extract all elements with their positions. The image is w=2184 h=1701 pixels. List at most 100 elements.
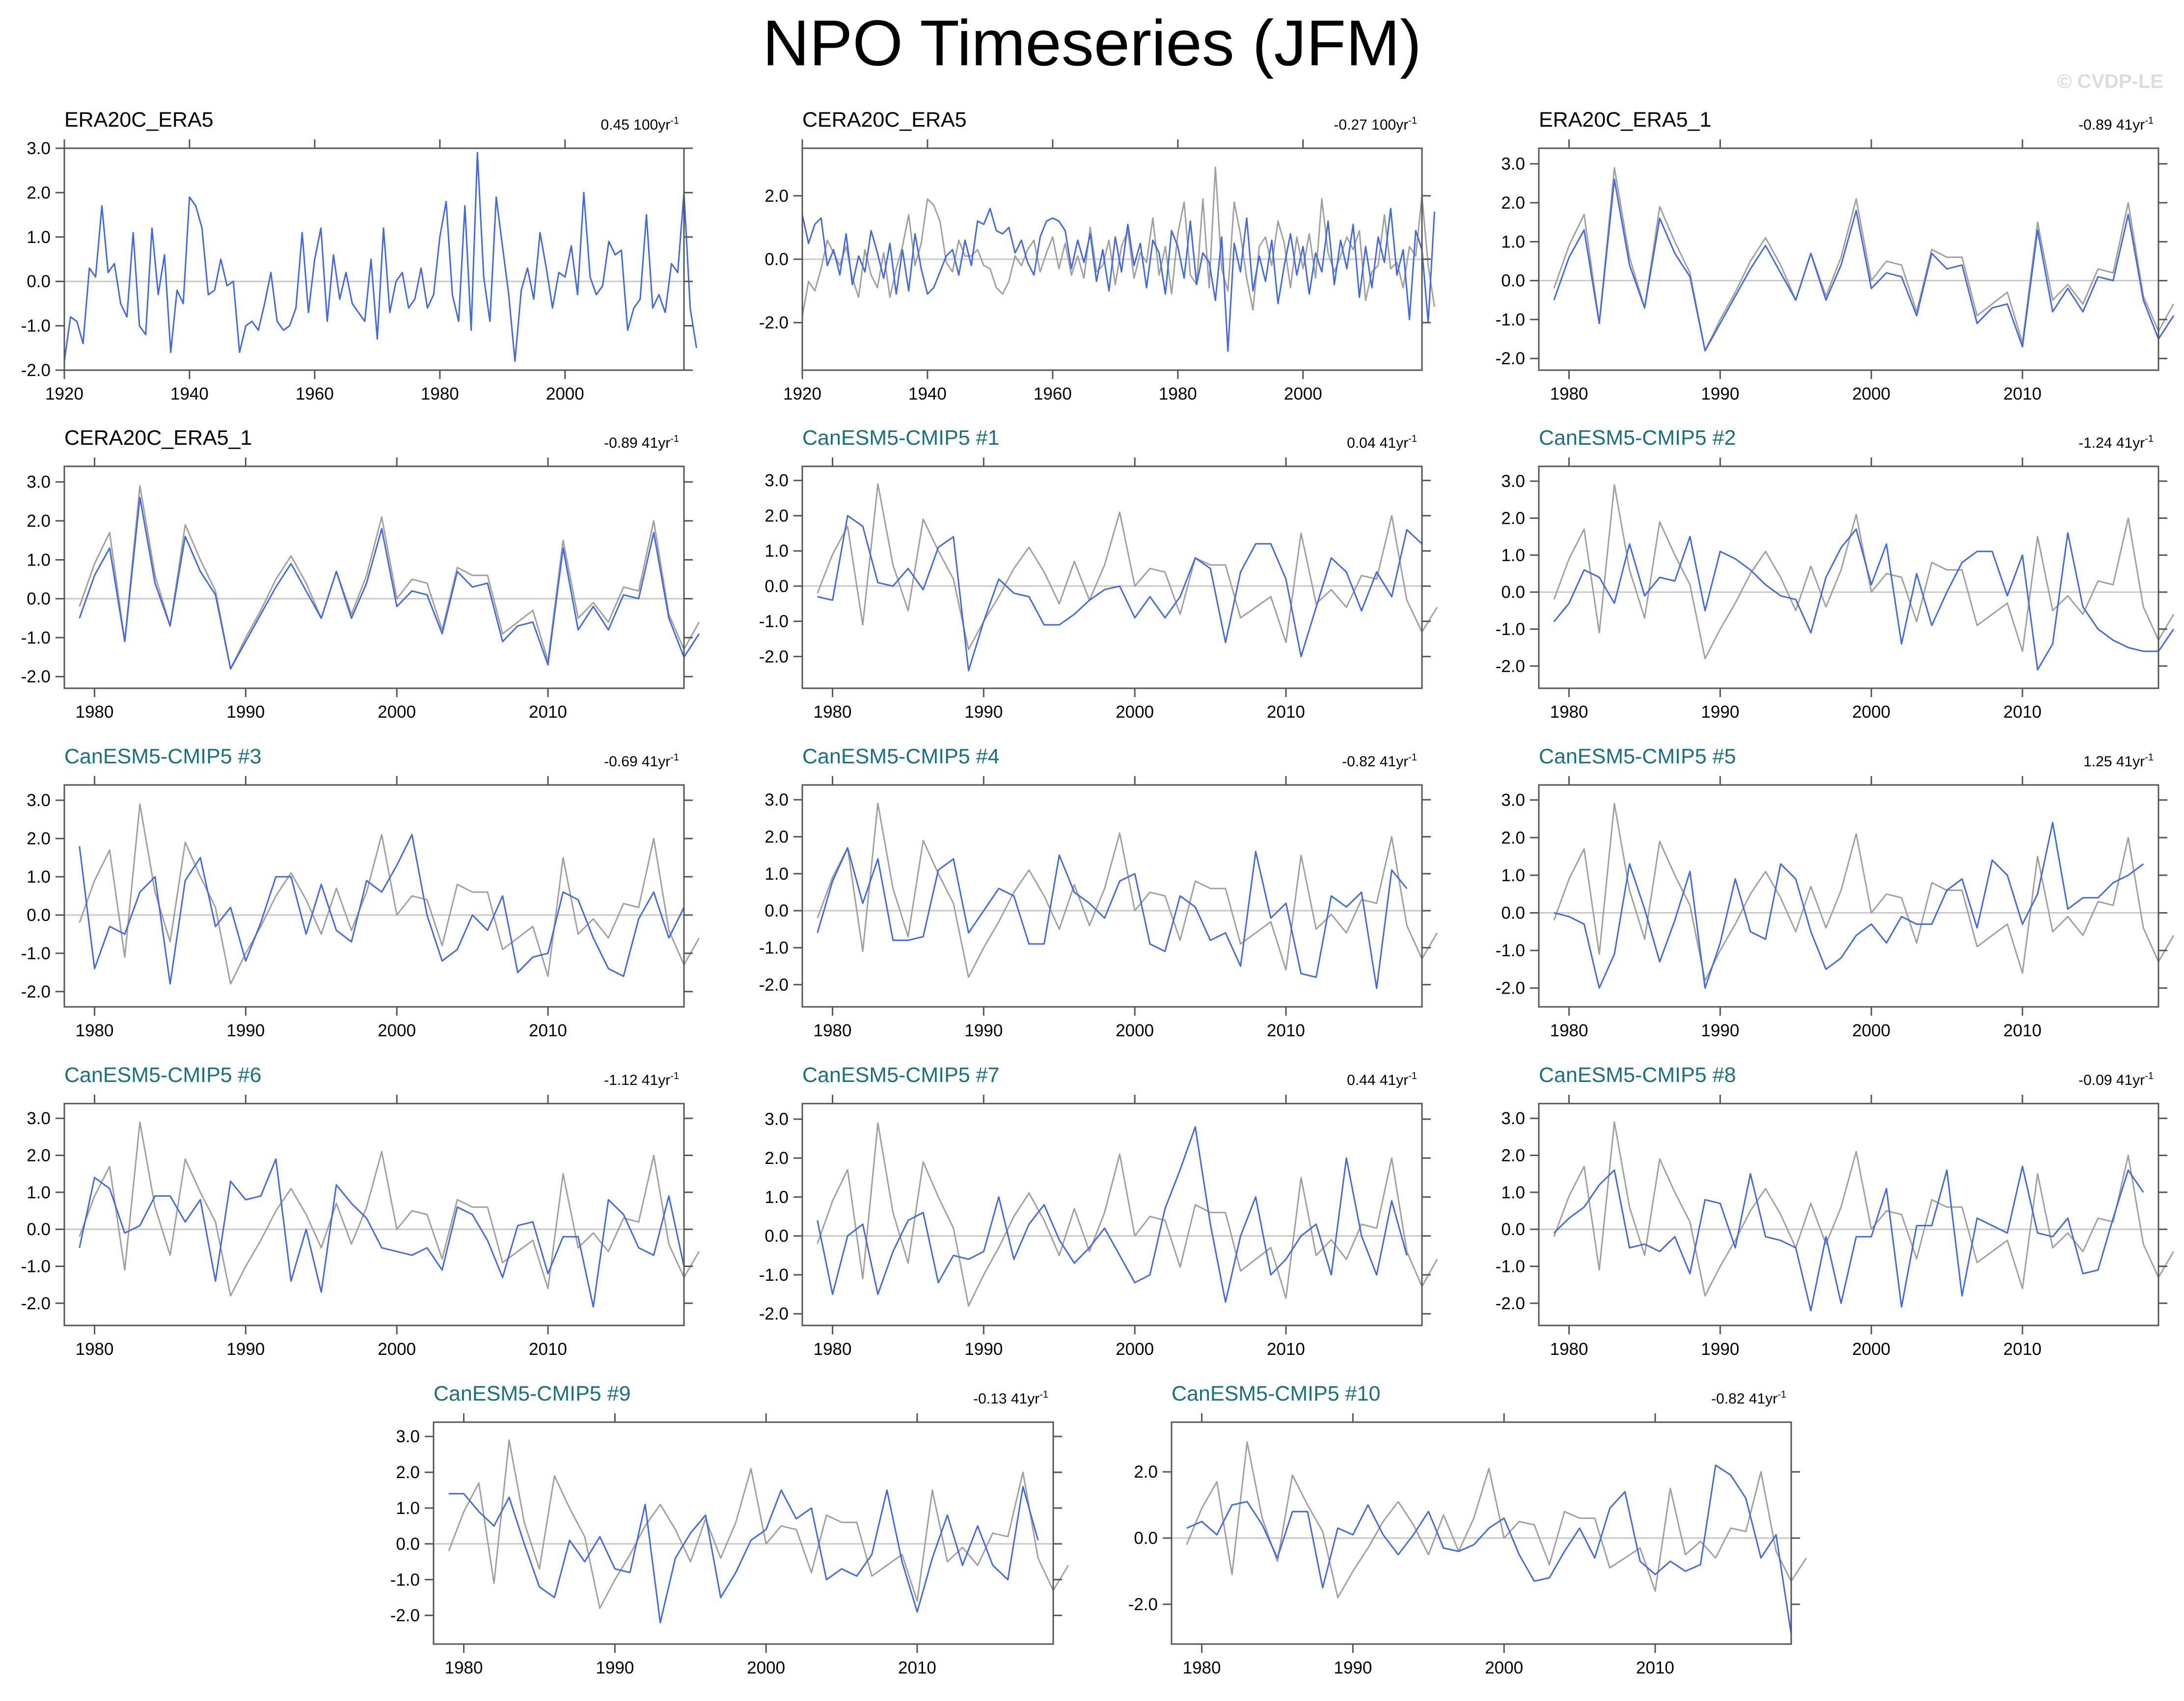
trend-label: 0.45 100yr-1 bbox=[601, 115, 679, 133]
model-series-line bbox=[1554, 822, 2144, 989]
obs-series-line bbox=[79, 803, 700, 985]
y-tick-label: 3.0 bbox=[764, 471, 789, 490]
y-tick-label: 3.0 bbox=[396, 1427, 420, 1446]
y-tick-label: 0.0 bbox=[27, 272, 51, 291]
plot-frame bbox=[63, 147, 685, 371]
figure-title: NPO Timeseries (JFM) bbox=[762, 7, 1422, 79]
y-tick-label: 0.0 bbox=[1501, 583, 1525, 602]
x-tick-label: 1980 bbox=[1550, 1021, 1588, 1040]
obs-series-line bbox=[1553, 167, 2175, 351]
plot-frame bbox=[433, 1421, 1054, 1645]
x-tick-label: 2010 bbox=[2003, 702, 2042, 722]
model-series-line bbox=[1186, 1464, 1792, 1635]
y-tick-label: 2.0 bbox=[1501, 193, 1525, 213]
panel-title: CanESM5-CMIP5 #5 bbox=[1539, 745, 1736, 768]
obs-series-line bbox=[1553, 803, 2175, 981]
trend-label: -0.13 41yr-1 bbox=[973, 1389, 1048, 1407]
plot-frame bbox=[1171, 1421, 1792, 1645]
x-tick-label: 2000 bbox=[1852, 1021, 1890, 1040]
x-tick-label: 1990 bbox=[226, 1340, 265, 1359]
panel-title: CanESM5-CMIP5 #7 bbox=[802, 1063, 1000, 1087]
trend-label: -0.82 41yr-1 bbox=[1711, 1389, 1786, 1407]
y-tick-label: 2.0 bbox=[1134, 1462, 1158, 1482]
x-tick-label: 2010 bbox=[2003, 384, 2042, 404]
y-tick-label: -1.0 bbox=[21, 628, 51, 648]
x-tick-label: 2000 bbox=[1284, 384, 1322, 404]
y-tick-label: 3.0 bbox=[764, 790, 789, 810]
y-tick-label: -2.0 bbox=[1496, 1294, 1525, 1313]
x-tick-label: 1980 bbox=[1183, 1658, 1221, 1677]
y-tick-label: 3.0 bbox=[1501, 472, 1525, 491]
plot-frame bbox=[801, 1103, 1423, 1326]
y-tick-label: -2.0 bbox=[21, 667, 51, 686]
chart-panel: CERA20C_ERA5 -0.27 100yr-1 2.0 0.0 -2.0 1920 1… bbox=[759, 108, 1435, 404]
y-tick-label: 1.0 bbox=[764, 864, 789, 884]
model-series-line bbox=[1553, 178, 2175, 351]
panel-title: CanESM5-CMIP5 #6 bbox=[64, 1063, 262, 1087]
x-tick-label: 2010 bbox=[529, 1340, 567, 1359]
model-series-line bbox=[1553, 528, 2175, 671]
model-series-line bbox=[817, 847, 1408, 989]
y-tick-label: 0.0 bbox=[1134, 1529, 1158, 1548]
plot-frame bbox=[63, 465, 685, 689]
plot-frame bbox=[63, 1103, 685, 1326]
trend-label: -0.09 41yr-1 bbox=[2078, 1071, 2154, 1088]
plot-frame bbox=[1538, 147, 2159, 371]
y-tick-label: 3.0 bbox=[1501, 155, 1525, 174]
x-tick-label: 1990 bbox=[1701, 1021, 1739, 1040]
y-tick-label: -1.0 bbox=[1496, 310, 1525, 329]
x-tick-label: 2000 bbox=[1116, 1021, 1154, 1040]
x-tick-label: 2010 bbox=[1267, 1340, 1305, 1359]
x-tick-label: 1990 bbox=[1334, 1658, 1372, 1677]
y-tick-label: -1.0 bbox=[390, 1570, 420, 1590]
y-tick-label: 2.0 bbox=[27, 1146, 51, 1165]
obs-series-line bbox=[817, 1122, 1438, 1307]
y-tick-label: 2.0 bbox=[764, 187, 789, 206]
x-tick-label: 2000 bbox=[1852, 702, 1890, 722]
trend-label: 0.44 41yr-1 bbox=[1347, 1071, 1417, 1088]
plot-frame bbox=[801, 784, 1423, 1008]
x-tick-label: 2010 bbox=[2003, 1021, 2042, 1040]
x-tick-label: 1990 bbox=[1701, 702, 1739, 722]
y-tick-label: 2.0 bbox=[27, 512, 51, 531]
x-tick-label: 2010 bbox=[1636, 1658, 1674, 1677]
trend-label: -0.82 41yr-1 bbox=[1342, 752, 1417, 770]
trend-label: -0.27 100yr-1 bbox=[1334, 115, 1417, 133]
x-tick-label: 2000 bbox=[1116, 702, 1154, 722]
plot-frame bbox=[801, 465, 1423, 689]
x-tick-label: 2000 bbox=[378, 1021, 416, 1040]
chart-panel: CanESM5-CMIP5 #4 -0.82 41yr-1 3.0 2.0 1.0 0.0… bbox=[759, 745, 1438, 1040]
y-tick-label: -2.0 bbox=[21, 982, 51, 1001]
x-tick-label: 1990 bbox=[226, 1021, 265, 1040]
y-tick-label: 0.0 bbox=[764, 1227, 789, 1246]
y-tick-label: -1.0 bbox=[759, 612, 789, 631]
x-tick-label: 1920 bbox=[783, 384, 821, 404]
x-tick-label: 2010 bbox=[529, 702, 567, 722]
plot-frame bbox=[1538, 1103, 2159, 1326]
x-tick-label: 1980 bbox=[76, 1340, 114, 1359]
x-tick-label: 1980 bbox=[1550, 702, 1588, 722]
chart-panel: ERA20C_ERA5 0.45 100yr-1 3.0 2.0 1.0 0.0 -1.0 -… bbox=[21, 108, 697, 404]
y-tick-label: -2.0 bbox=[759, 1304, 789, 1323]
y-tick-label: -2.0 bbox=[759, 313, 789, 332]
panel-title: CERA20C_ERA5_1 bbox=[64, 426, 252, 450]
y-tick-label: 3.0 bbox=[27, 139, 51, 158]
model-series-line bbox=[79, 1158, 685, 1308]
x-tick-label: 1980 bbox=[1159, 384, 1197, 404]
chart-panel: ERA20C_ERA5_1 -0.89 41yr-1 3.0 2.0 1.0 0.0 -1.… bbox=[1496, 108, 2175, 404]
y-tick-label: 0.0 bbox=[27, 906, 51, 925]
obs-series-line bbox=[79, 1121, 700, 1297]
x-tick-label: 1980 bbox=[76, 702, 114, 722]
obs-series-line bbox=[1553, 484, 2175, 660]
trend-label: 0.04 41yr-1 bbox=[1347, 433, 1417, 451]
y-tick-label: -1.0 bbox=[759, 938, 789, 957]
panel-title: CanESM5-CMIP5 #3 bbox=[64, 745, 262, 768]
y-tick-label: -2.0 bbox=[759, 975, 789, 995]
chart-panel: CERA20C_ERA5_1 -0.89 41yr-1 3.0 2.0 1.0 0.0 -1… bbox=[21, 426, 700, 722]
x-tick-label: 1920 bbox=[45, 384, 83, 404]
y-tick-label: -2.0 bbox=[1128, 1595, 1158, 1614]
y-tick-label: 1.0 bbox=[27, 550, 51, 569]
trend-label: -0.89 41yr-1 bbox=[604, 433, 679, 451]
x-tick-label: 1990 bbox=[596, 1658, 634, 1677]
